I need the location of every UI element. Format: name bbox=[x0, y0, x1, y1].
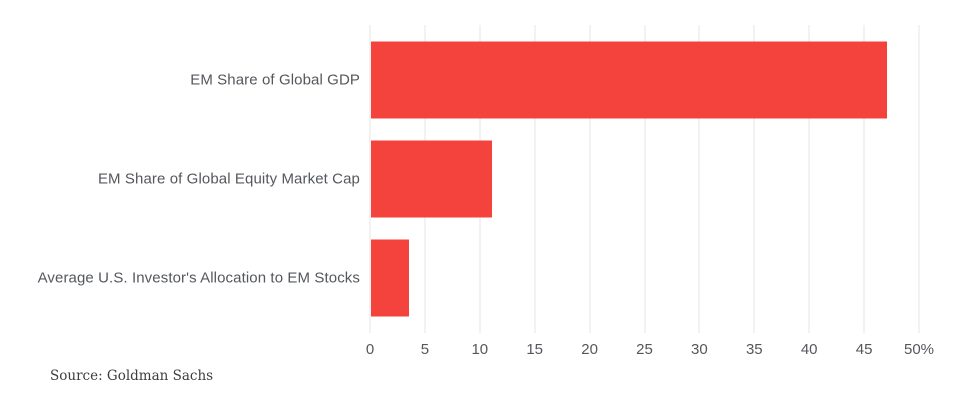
x-tick-label: 45 bbox=[855, 341, 873, 358]
bar bbox=[371, 140, 492, 218]
x-tick-label: 15 bbox=[526, 341, 544, 358]
gridline bbox=[918, 25, 920, 333]
category-label: EM Share of Global GDP bbox=[190, 71, 360, 89]
x-tick-label: 40 bbox=[800, 341, 818, 358]
gridline bbox=[863, 25, 865, 333]
x-tick-label: 25 bbox=[636, 341, 653, 358]
gridline bbox=[698, 25, 700, 333]
x-tick-label: 30 bbox=[691, 341, 708, 358]
gridline bbox=[808, 25, 810, 333]
gridline bbox=[534, 25, 536, 333]
gridline bbox=[753, 25, 755, 333]
bar bbox=[371, 239, 410, 317]
x-tick-label: 35 bbox=[745, 341, 763, 358]
gridline bbox=[369, 25, 371, 333]
gridline bbox=[644, 25, 645, 333]
source-note: Source: Goldman Sachs bbox=[50, 368, 214, 384]
x-tick-label: 0 bbox=[365, 341, 375, 358]
gridline bbox=[589, 25, 591, 333]
x-tick-label: 5 bbox=[420, 341, 430, 358]
x-tick-label: 50% bbox=[903, 341, 935, 358]
category-label: EM Share of Global Equity Market Cap bbox=[97, 170, 360, 188]
bar bbox=[371, 41, 888, 119]
bars bbox=[371, 31, 920, 327]
category-label: Average U.S. Investor's Allocation to EM… bbox=[37, 269, 360, 287]
category-labels: EM Share of Global GDP EM Share of Global… bbox=[0, 31, 360, 327]
x-axis-tick-labels: 0 5 10 15 20 25 30 35 40 45 50% bbox=[366, 341, 934, 361]
x-tick-label: 10 bbox=[471, 341, 489, 358]
x-tick-label: 20 bbox=[581, 341, 598, 358]
